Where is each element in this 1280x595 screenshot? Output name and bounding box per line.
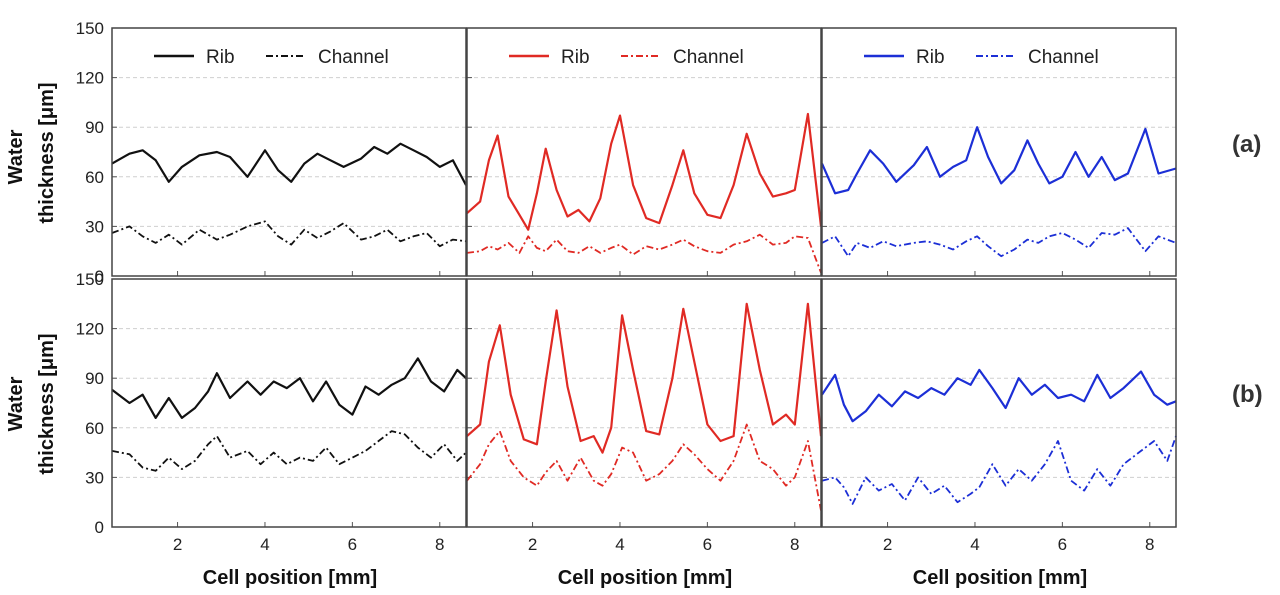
panel-ra-c3: Rib Channel: [820, 27, 1177, 277]
legend-rib-label-ra-c3: Rib: [916, 47, 945, 68]
plot-frame-ra-c2: [466, 27, 822, 277]
legend-rib-label-ra-c2: Rib: [561, 47, 590, 68]
xtick-label-rb-c1-2: 2: [173, 535, 182, 554]
panel-rb-c1: 0 30 60 90 120 150 2 4 6 8: [76, 270, 467, 554]
plot-frame-ra-c1: [111, 27, 467, 277]
row-label-b: (b): [1232, 381, 1263, 408]
plot-frame-rb-c3: [821, 278, 1177, 528]
ytick-label-rb-c1-150: 150: [76, 270, 104, 289]
xtick-label-rb-c3-6: 6: [1058, 535, 1067, 554]
xtick-label-rb-c1-4: 4: [260, 535, 269, 554]
series-channel-line-ra-c2: [466, 233, 822, 274]
series-channel-line-ra-c1: [111, 220, 467, 248]
series-rib-line-rb-c2: [466, 302, 823, 454]
ytick-label-rb-c1-30: 30: [85, 468, 104, 487]
ylabel-row-b-line2: thickness [μm]: [36, 333, 58, 474]
panel-rb-c3: 2 4 6 8: [821, 278, 1177, 554]
plot-frame-rb-c1: [111, 278, 467, 528]
ytick-label-rb-c1-120: 120: [76, 320, 104, 339]
series-rib-line-ra-c2: [466, 112, 823, 231]
series-rib-line-ra-c3: [820, 126, 1177, 195]
xtick-label-rb-c3-2: 2: [883, 535, 892, 554]
series-channel-line-ra-c3: [821, 227, 1177, 258]
xtick-label-rb-c3-4: 4: [970, 535, 979, 554]
series-channel-line-rb-c2: [466, 423, 822, 511]
ylabel-row-b-line1: Water: [5, 376, 27, 431]
xlabel-col-2: Cell position [mm]: [558, 567, 732, 589]
panel-ra-c2: Rib Channel: [466, 27, 823, 277]
plot-area-rb-c2: [467, 279, 821, 527]
series-channel-line-rb-c3: [821, 435, 1177, 505]
legend-rib-label-ra-c1: Rib: [206, 47, 235, 68]
ytick-label-ra-c1-60: 60: [85, 168, 104, 187]
ylabel-row-a-line2: thickness [μm]: [36, 82, 58, 223]
plot-area-ra-c1: [112, 28, 466, 276]
legend-channel-label-ra-c2: Channel: [673, 47, 744, 68]
ytick-label-rb-c1-60: 60: [85, 419, 104, 438]
ytick-label-rb-c1-90: 90: [85, 369, 104, 388]
plot-area-ra-c3: [822, 28, 1176, 276]
ytick-label-ra-c1-90: 90: [85, 118, 104, 137]
plot-area-rb-c3: [822, 279, 1176, 527]
ylabel-row-a-line1: Water: [5, 129, 27, 184]
ytick-label-ra-c1-150: 150: [76, 19, 104, 38]
panel-rb-c2: 2 4 6 8: [466, 278, 823, 554]
plot-area-ra-c2: [467, 28, 821, 276]
ytick-label-ra-c1-0: 0: [95, 267, 104, 286]
panel-ra-c1: 0 30 60 90 120 150 Rib Channel: [76, 19, 467, 286]
series-rib-line-rb-c1: [111, 357, 467, 419]
xtick-label-rb-c1-6: 6: [348, 535, 357, 554]
xtick-label-rb-c3-8: 8: [1145, 535, 1154, 554]
legend-channel-label-ra-c3: Channel: [1028, 47, 1099, 68]
series-rib-line-rb-c3: [821, 368, 1177, 423]
xtick-label-rb-c2-8: 8: [790, 535, 799, 554]
ytick-label-rb-c1-0: 0: [95, 518, 104, 537]
xtick-label-rb-c1-8: 8: [435, 535, 444, 554]
xlabel-col-1: Cell position [mm]: [203, 567, 377, 589]
xtick-label-rb-c2-2: 2: [528, 535, 537, 554]
row-label-a: (a): [1232, 131, 1261, 158]
xtick-label-rb-c2-4: 4: [615, 535, 624, 554]
plot-frame-rb-c2: [466, 278, 822, 528]
legend-channel-label-ra-c1: Channel: [318, 47, 389, 68]
series-rib-line-ra-c1: [111, 142, 467, 186]
ytick-label-ra-c1-120: 120: [76, 69, 104, 88]
xlabel-col-3: Cell position [mm]: [913, 567, 1087, 589]
series-channel-line-rb-c1: [111, 430, 467, 472]
plot-frame-ra-c3: [821, 27, 1177, 277]
ytick-label-ra-c1-30: 30: [85, 217, 104, 236]
xtick-label-rb-c2-6: 6: [703, 535, 712, 554]
